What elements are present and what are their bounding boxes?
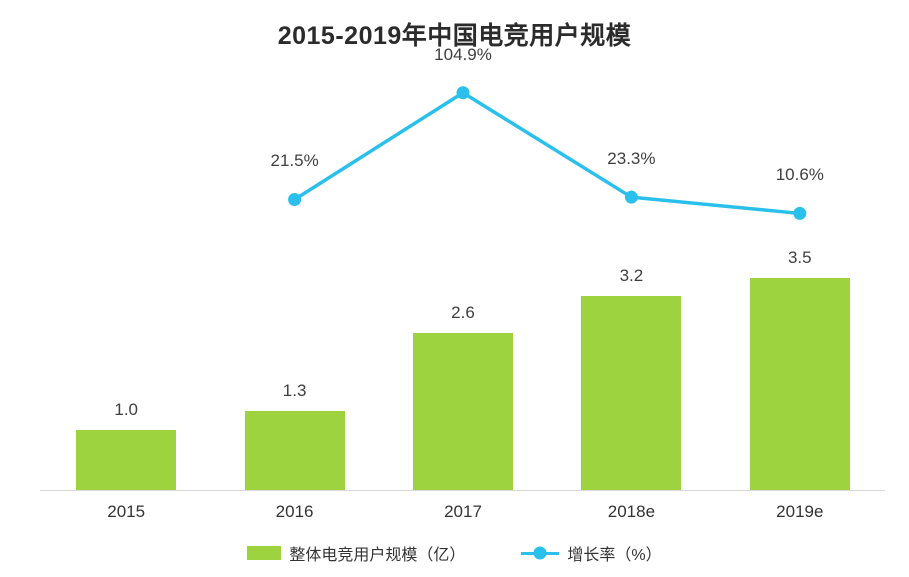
x-axis-label-2015: 2015 [107, 502, 146, 521]
chart-title: 2015-2019年中国电竞用户规模 [277, 22, 632, 50]
growth-rate-label-2018e: 23.3% [607, 149, 656, 169]
line-point-2018e [624, 190, 638, 204]
x-axis-line [40, 490, 885, 491]
x-axis-label-2016: 2016 [275, 502, 314, 521]
legend-item-line: 增长率（%） [521, 541, 662, 565]
bar-2015 [76, 429, 177, 490]
bar-value-label-2017: 2.6 [451, 302, 475, 322]
line-point-2016 [288, 192, 302, 206]
line-swatch-dot [533, 546, 547, 560]
bar-value-label-2015: 1.0 [114, 399, 138, 419]
bar-value-label-2019e: 3.5 [787, 248, 812, 268]
legend: 整体电竞用户规模（亿） 增长率（%） [0, 541, 909, 565]
line-marker-icon [521, 546, 560, 560]
growth-rate-label-2017: 104.9% [434, 44, 492, 64]
line-point-2017 [456, 86, 470, 100]
growth-rate-label-2019e: 10.6% [775, 165, 824, 185]
bar-2019e [749, 278, 850, 490]
bar-value-label-2016: 1.3 [282, 381, 307, 401]
legend-label-line: 增长率（%） [567, 547, 662, 564]
bar-swatch-icon [247, 546, 282, 560]
bar-2018e [581, 296, 682, 490]
x-axis-label-2018e: 2018e [607, 502, 656, 521]
growth-rate-line [293, 90, 800, 216]
legend-label-bars: 整体电竞用户规模（亿） [289, 547, 466, 564]
bar-value-label-2018e: 3.2 [619, 266, 644, 286]
x-axis-label-2017: 2017 [444, 502, 482, 521]
legend-item-bars: 整体电竞用户规模（亿） [247, 541, 465, 565]
x-axis-label-2019e: 2019e [776, 502, 824, 521]
bar-2016 [244, 411, 345, 490]
bar-2017 [413, 332, 513, 490]
growth-rate-label-2016: 21.5% [270, 151, 319, 171]
line-point-2019e [793, 206, 807, 220]
